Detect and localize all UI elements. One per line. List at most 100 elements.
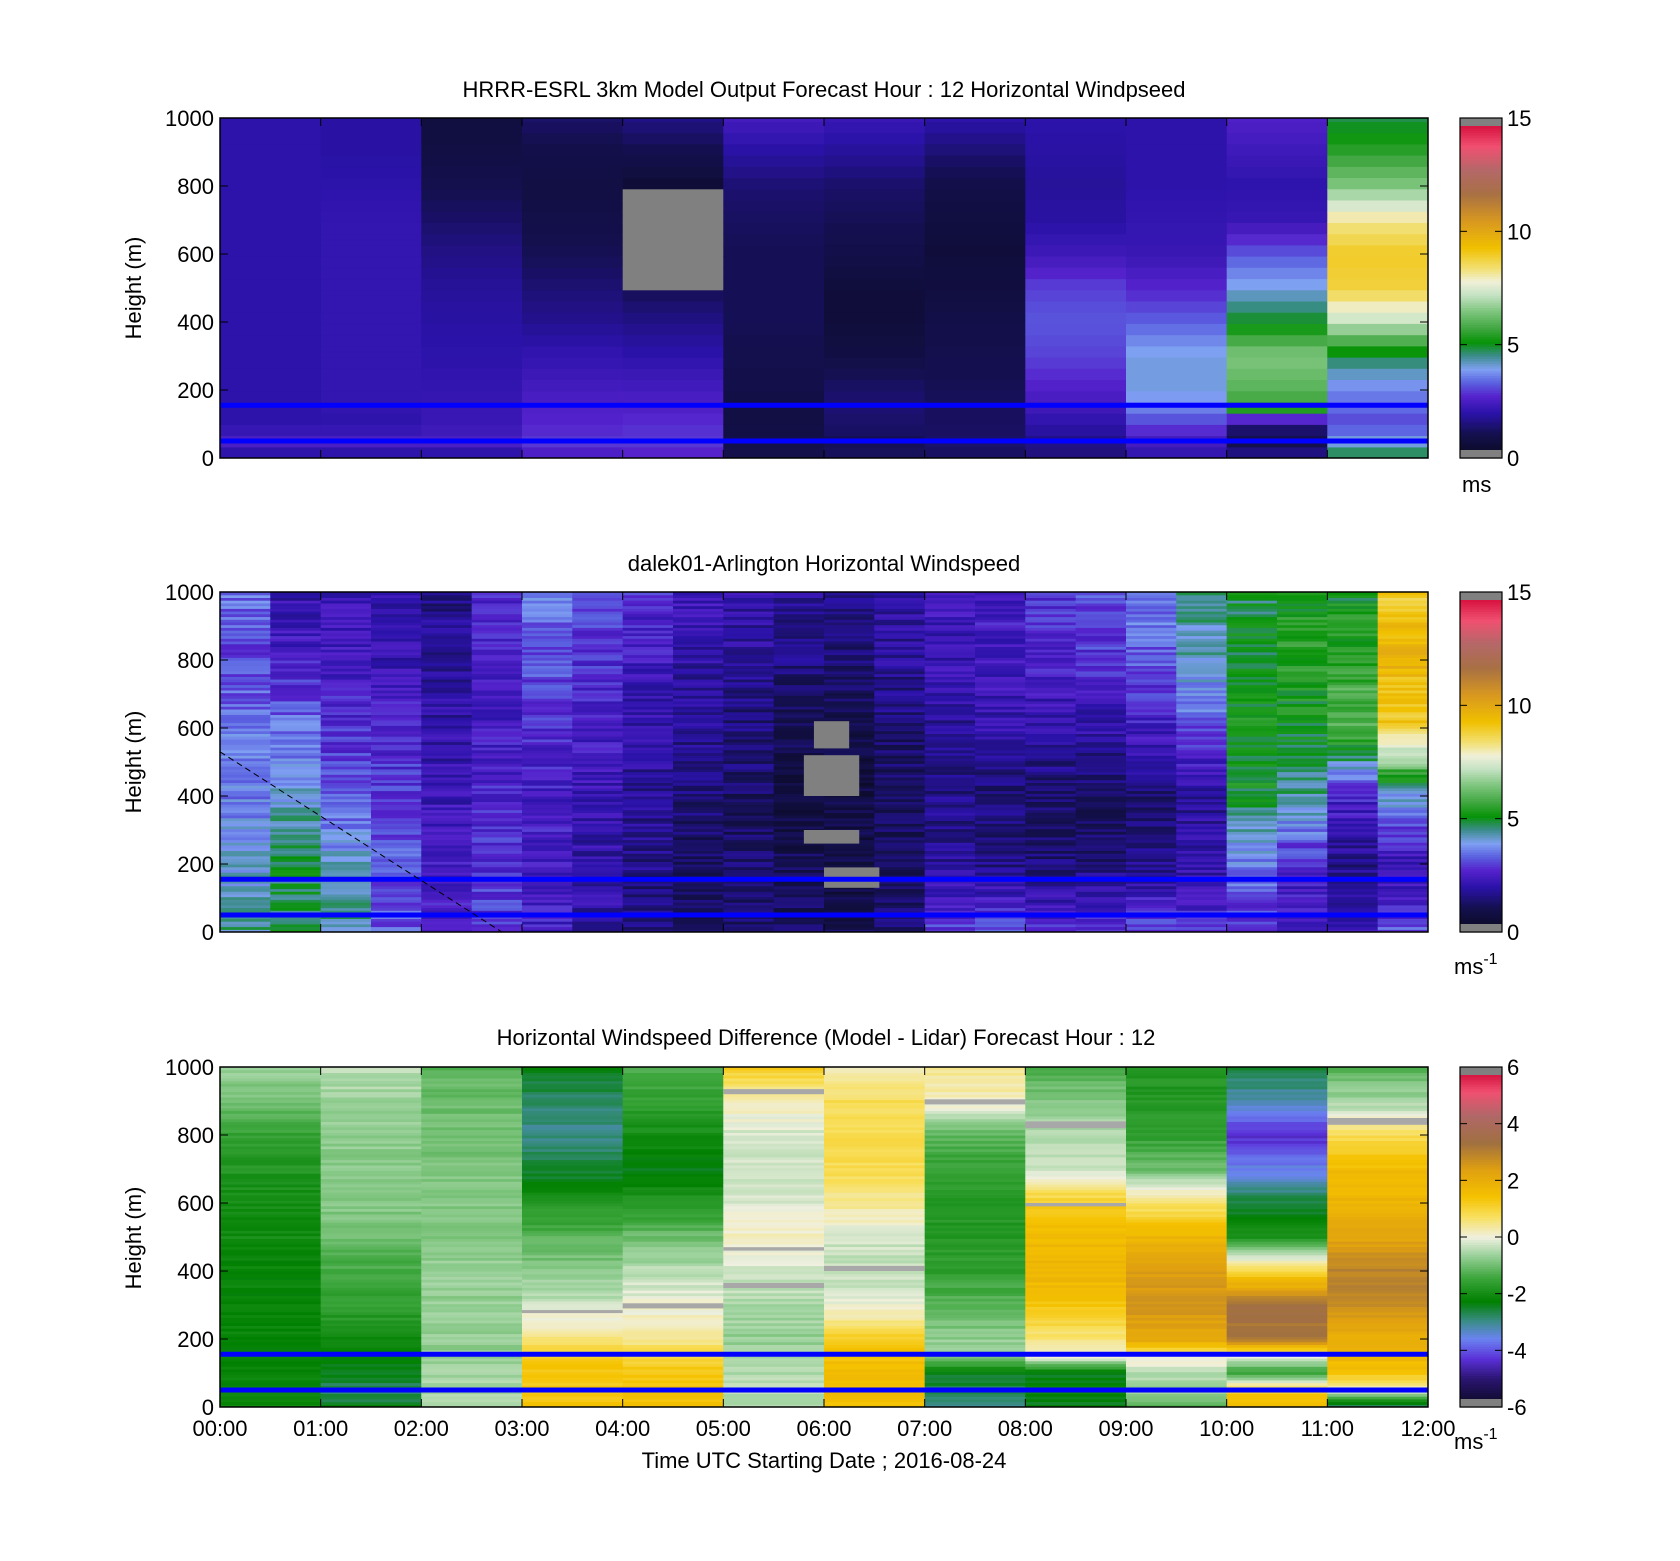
heatmap-cell [1327, 621, 1379, 626]
heatmap-cell [1025, 1398, 1127, 1403]
heatmap-cell [622, 1069, 724, 1073]
heatmap-cell [874, 632, 926, 637]
heatmap-cell [673, 621, 724, 626]
heatmap-cell [1226, 725, 1278, 729]
heatmap-cell [824, 222, 926, 235]
heatmap-cell [270, 722, 322, 726]
heatmap-cell [421, 267, 523, 280]
heatmap-cell [874, 643, 926, 647]
colorbar-tick-label: 15 [1507, 106, 1531, 131]
heatmap-cell [220, 899, 271, 903]
heatmap-cell [1126, 1268, 1228, 1272]
heatmap-cell [924, 801, 976, 805]
heatmap-cell [773, 706, 825, 710]
heatmap-cell [723, 896, 775, 900]
heatmap-cell [874, 744, 926, 748]
heatmap-cell [924, 907, 976, 911]
heatmap-cell [1126, 749, 1177, 754]
heatmap-cell [371, 594, 422, 598]
heatmap-cell [1126, 668, 1177, 672]
heatmap-cell [622, 1401, 724, 1405]
heatmap-cell [1025, 424, 1127, 437]
heatmap-cell [824, 662, 875, 666]
heatmap-cell [1377, 692, 1428, 696]
heatmap-cell [522, 1328, 624, 1332]
heatmap-cell [622, 728, 674, 732]
heatmap-cell [1327, 747, 1379, 751]
heatmap-cell [975, 597, 1026, 601]
heatmap-cell [723, 842, 775, 846]
heatmap-cell [1126, 728, 1177, 732]
heatmap-cell [220, 1113, 322, 1117]
heatmap-cell [1075, 858, 1127, 862]
heatmap-cell [824, 1094, 926, 1098]
heatmap-cell [522, 1208, 624, 1212]
heatmap-cell [320, 825, 372, 830]
heatmap-cell [924, 244, 1026, 257]
heatmap-cell [421, 779, 473, 783]
heatmap-cell [824, 853, 875, 857]
heatmap-cell [924, 703, 976, 707]
heatmap-cell [421, 121, 523, 134]
heatmap-cell [1327, 853, 1379, 857]
heatmap-cell [1277, 684, 1328, 688]
heatmap-cell [371, 861, 422, 865]
heatmap-cell [1075, 651, 1127, 656]
heatmap-cell [320, 118, 422, 122]
heatmap-cell [673, 768, 724, 773]
heatmap-cell [824, 907, 875, 911]
heatmap-cell [421, 357, 523, 369]
heatmap-cell [320, 1366, 422, 1370]
heatmap-cell [622, 1349, 724, 1354]
colorbar-segment [1460, 885, 1502, 889]
heatmap-cell [220, 657, 271, 661]
heatmap-cell [572, 673, 624, 677]
heatmap-cell [773, 883, 825, 887]
heatmap-cell [975, 649, 1026, 653]
heatmap-cell [1377, 796, 1428, 800]
heatmap-cell [622, 624, 674, 628]
heatmap-cell [622, 1113, 724, 1117]
heatmap-cell [874, 692, 926, 696]
heatmap-cell [320, 413, 422, 425]
heatmap-cell [270, 676, 322, 680]
heatmap-cell [1377, 893, 1428, 898]
heatmap-cell [824, 1303, 926, 1307]
heatmap-cell [1126, 1257, 1228, 1261]
heatmap-cell [1126, 413, 1228, 425]
heatmap-cell [773, 747, 825, 751]
colorbar-segment [1460, 200, 1502, 204]
heatmap-cell [1126, 1396, 1228, 1400]
heatmap-cell [270, 679, 322, 683]
heatmap-cell [622, 1360, 724, 1365]
heatmap-cell [622, 768, 674, 773]
heatmap-cell [572, 608, 624, 612]
heatmap-cell [572, 845, 624, 849]
heatmap-cell [723, 641, 775, 645]
heatmap-cell [1226, 700, 1278, 705]
heatmap-cell [1126, 233, 1228, 246]
heatmap-cell [723, 706, 775, 710]
heatmap-cell [270, 866, 322, 870]
heatmap-cell [673, 806, 724, 811]
heatmap-cell [220, 891, 271, 895]
colorbar-segment [1460, 402, 1502, 406]
heatmap-cell [874, 698, 926, 702]
heatmap-cell [1025, 1243, 1127, 1248]
heatmap-cell [824, 602, 875, 607]
heatmap-cell [572, 785, 624, 789]
heatmap-cell [1025, 790, 1077, 794]
heatmap-cell [723, 1181, 825, 1185]
heatmap-cell [522, 1099, 624, 1103]
heatmap-cell [924, 1203, 1026, 1207]
heatmap-cell [975, 733, 1026, 737]
heatmap-cell [824, 1396, 926, 1400]
heatmap-cell [1126, 864, 1177, 868]
colorbar-segment [1460, 825, 1502, 829]
heatmap-cell [622, 621, 674, 626]
heatmap-cell [975, 646, 1026, 650]
heatmap-cell [1025, 155, 1127, 167]
heatmap-cell [572, 730, 624, 734]
heatmap-cell [924, 817, 976, 822]
heatmap-cell [1025, 692, 1077, 696]
